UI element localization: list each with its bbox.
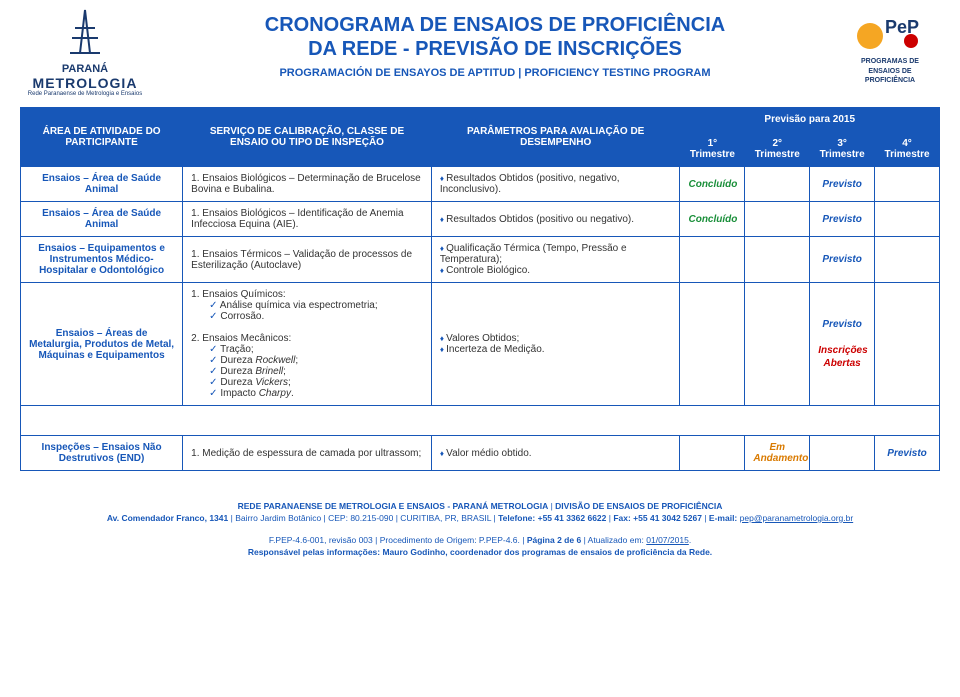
cell-q1: Concluído [680, 202, 745, 237]
col-q3: 3° Trimestre [810, 132, 875, 167]
tower-icon [60, 8, 110, 58]
pep-text-2: ENSAIOS DE [840, 68, 940, 76]
cell-q1: Concluído [680, 167, 745, 202]
col-q4: 4° Trimestre [875, 132, 940, 167]
cell-q4 [875, 283, 940, 406]
cell-q1 [680, 436, 745, 471]
cell-q1 [680, 237, 745, 283]
footer-line-2: Av. Comendador Franco, 1341 | Bairro Jar… [20, 513, 940, 525]
footer: REDE PARANAENSE DE METROLOGIA E ENSAIOS … [20, 501, 940, 559]
cell-params: Valor médio obtido. [431, 436, 680, 471]
schedule-table: ÁREA DE ATIVIDADE DO PARTICIPANTE SERVIÇ… [20, 107, 940, 471]
logo-parana: PARANÁ METROLOGIA Rede Paranaense de Met… [20, 8, 150, 97]
footer-line-1: REDE PARANAENSE DE METROLOGIA E ENSAIOS … [20, 501, 940, 513]
cell-q2 [745, 237, 810, 283]
logo-text-3: Rede Paranaense de Metrologia e Ensaios [20, 91, 150, 97]
email-link[interactable]: pep@paranametrologia.org.br [740, 513, 854, 523]
col-q1: 1° Trimestre [680, 132, 745, 167]
cell-params: Resultados Obtidos (positivo ou negativo… [431, 202, 680, 237]
cell-q3: Previsto [810, 237, 875, 283]
cell-q1 [680, 283, 745, 406]
cell-area: Ensaios – Áreas de Metalurgia, Produtos … [21, 283, 183, 406]
cell-params: Valores Obtidos; Incerteza de Medição. [431, 283, 680, 406]
footer-line-4: Responsável pelas informações: Mauro God… [20, 547, 940, 559]
header: PARANÁ METROLOGIA Rede Paranaense de Met… [20, 8, 940, 97]
cell-service: 1. Ensaios Químicos: Análise química via… [183, 283, 432, 406]
cell-q3 [810, 436, 875, 471]
title-block: CRONOGRAMA DE ENSAIOS DE PROFICIÊNCIA DA… [160, 8, 830, 79]
col-area: ÁREA DE ATIVIDADE DO PARTICIPANTE [21, 108, 183, 167]
pep-icon: PeP [855, 8, 925, 53]
cell-q2 [745, 283, 810, 406]
logo-pep: PeP PROGRAMAS DE ENSAIOS DE PROFICIÊNCIA [840, 8, 940, 85]
pep-text-3: PROFICIÊNCIA [840, 77, 940, 85]
cell-q4 [875, 167, 940, 202]
cell-service: 1. Ensaios Biológicos – Determinação de … [183, 167, 432, 202]
spacer [21, 406, 940, 436]
cell-q4: Previsto [875, 436, 940, 471]
table-row: Inspeções – Ensaios Não Destrutivos (END… [21, 436, 940, 471]
cell-area: Inspeções – Ensaios Não Destrutivos (END… [21, 436, 183, 471]
logo-text-2: METROLOGIA [20, 75, 150, 91]
svg-text:PeP: PeP [885, 17, 919, 37]
cell-q4 [875, 202, 940, 237]
cell-area: Ensaios – Área de Saúde Animal [21, 202, 183, 237]
table-row: Ensaios – Área de Saúde Animal 1. Ensaio… [21, 167, 940, 202]
cell-q3: Previsto [810, 167, 875, 202]
cell-area: Ensaios – Área de Saúde Animal [21, 167, 183, 202]
cell-service: 1. Ensaios Térmicos – Validação de proce… [183, 237, 432, 283]
cell-q2: Em Andamento [745, 436, 810, 471]
cell-q3: Previsto [810, 202, 875, 237]
table-row: Ensaios – Área de Saúde Animal 1. Ensaio… [21, 202, 940, 237]
cell-q2 [745, 202, 810, 237]
col-service: SERVIÇO DE CALIBRAÇÃO, CLASSE DE ENSAIO … [183, 108, 432, 167]
cell-service: 1. Medição de espessura de camada por ul… [183, 436, 432, 471]
cell-q2 [745, 167, 810, 202]
page: PARANÁ METROLOGIA Rede Paranaense de Met… [0, 0, 960, 567]
cell-params: Qualificação Térmica (Tempo, Pressão e T… [431, 237, 680, 283]
title-line-2: DA REDE - PREVISÃO DE INSCRIÇÕES [160, 37, 830, 61]
cell-q3: Previsto Inscrições Abertas [810, 283, 875, 406]
pep-text-1: PROGRAMAS DE [840, 58, 940, 66]
cell-service: 1. Ensaios Biológicos – Identificação de… [183, 202, 432, 237]
cell-params: Resultados Obtidos (positivo, negativo, … [431, 167, 680, 202]
title-line-1: CRONOGRAMA DE ENSAIOS DE PROFICIÊNCIA [160, 13, 830, 37]
cell-area: Ensaios – Equipamentos e Instrumentos Mé… [21, 237, 183, 283]
table-header-row: ÁREA DE ATIVIDADE DO PARTICIPANTE SERVIÇ… [21, 108, 940, 132]
table-row: Ensaios – Áreas de Metalurgia, Produtos … [21, 283, 940, 406]
footer-line-3: F.PEP-4.6-001, revisão 003 | Procediment… [20, 535, 940, 547]
col-q2: 2° Trimestre [745, 132, 810, 167]
subtitle: PROGRAMACIÓN DE ENSAYOS DE APTITUD | PRO… [160, 67, 830, 79]
col-forecast: Previsão para 2015 [680, 108, 940, 132]
cell-q4 [875, 237, 940, 283]
logo-text-1: PARANÁ [20, 63, 150, 75]
table-row: Ensaios – Equipamentos e Instrumentos Mé… [21, 237, 940, 283]
col-params: PARÂMETROS PARA AVALIAÇÃO DE DESEMPENHO [431, 108, 680, 167]
